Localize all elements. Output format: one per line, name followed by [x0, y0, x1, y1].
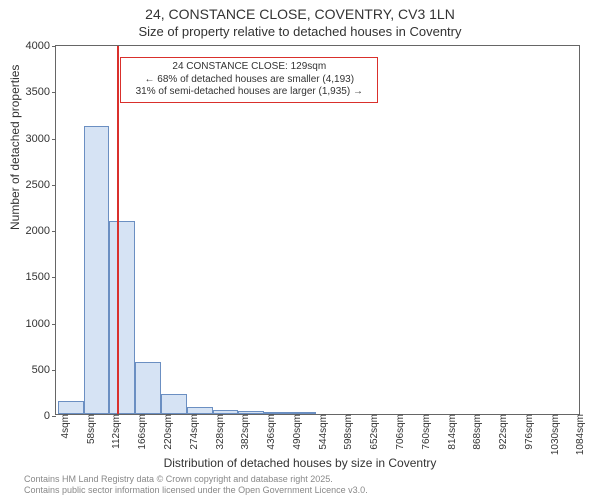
x-tick-label: 598sqm	[341, 414, 354, 450]
x-tick-label: 58sqm	[84, 414, 97, 444]
x-tick-label: 274sqm	[187, 414, 200, 450]
plot-area: 050010001500200025003000350040004sqm58sq…	[55, 45, 580, 415]
footer-attribution: Contains HM Land Registry data © Crown c…	[24, 474, 368, 496]
y-tick-mark	[52, 370, 56, 371]
x-tick-label: 220sqm	[161, 414, 174, 450]
x-tick-label: 436sqm	[264, 414, 277, 450]
x-tick-label: 490sqm	[290, 414, 303, 450]
y-tick-mark	[52, 46, 56, 47]
chart-title-desc: Size of property relative to detached ho…	[0, 24, 600, 39]
x-tick-label: 652sqm	[367, 414, 380, 450]
x-tick-label: 1030sqm	[548, 414, 561, 455]
histogram-bar	[109, 221, 135, 414]
x-tick-label: 4sqm	[58, 414, 71, 438]
histogram-bar	[213, 410, 239, 414]
y-tick-mark	[52, 416, 56, 417]
chart-title-address: 24, CONSTANCE CLOSE, COVENTRY, CV3 1LN	[0, 6, 600, 22]
y-tick-mark	[52, 139, 56, 140]
x-tick-label: 166sqm	[135, 414, 148, 450]
x-tick-label: 922sqm	[496, 414, 509, 450]
y-tick-mark	[52, 324, 56, 325]
annotation-box: 24 CONSTANCE CLOSE: 129sqm← 68% of detac…	[120, 57, 378, 103]
x-tick-label: 328sqm	[213, 414, 226, 450]
x-axis-label: Distribution of detached houses by size …	[0, 456, 600, 470]
footer-line1: Contains HM Land Registry data © Crown c…	[24, 474, 368, 485]
x-tick-label: 976sqm	[522, 414, 535, 450]
x-tick-label: 544sqm	[316, 414, 329, 450]
y-tick-mark	[52, 277, 56, 278]
reference-line	[117, 46, 119, 414]
histogram-bar	[290, 412, 316, 414]
x-tick-label: 382sqm	[238, 414, 251, 450]
histogram-bar	[187, 407, 213, 414]
annotation-line: 31% of semi-detached houses are larger (…	[127, 86, 371, 99]
histogram-bar	[264, 412, 290, 414]
histogram-bar	[58, 401, 84, 414]
y-tick-mark	[52, 185, 56, 186]
y-tick-mark	[52, 231, 56, 232]
annotation-line: 24 CONSTANCE CLOSE: 129sqm	[127, 61, 371, 74]
chart-container: 24, CONSTANCE CLOSE, COVENTRY, CV3 1LN S…	[0, 0, 600, 500]
x-tick-label: 112sqm	[109, 414, 122, 449]
y-axis-label: Number of detached properties	[8, 65, 22, 230]
x-tick-label: 814sqm	[445, 414, 458, 450]
x-tick-label: 706sqm	[393, 414, 406, 450]
footer-line2: Contains public sector information licen…	[24, 485, 368, 496]
y-tick-mark	[52, 92, 56, 93]
histogram-bar	[161, 394, 187, 414]
x-tick-label: 868sqm	[470, 414, 483, 450]
x-tick-label: 760sqm	[419, 414, 432, 450]
x-tick-label: 1084sqm	[573, 414, 586, 455]
histogram-bar	[135, 362, 161, 414]
histogram-bar	[84, 126, 110, 414]
annotation-line: ← 68% of detached houses are smaller (4,…	[127, 74, 371, 87]
histogram-bar	[238, 411, 264, 414]
